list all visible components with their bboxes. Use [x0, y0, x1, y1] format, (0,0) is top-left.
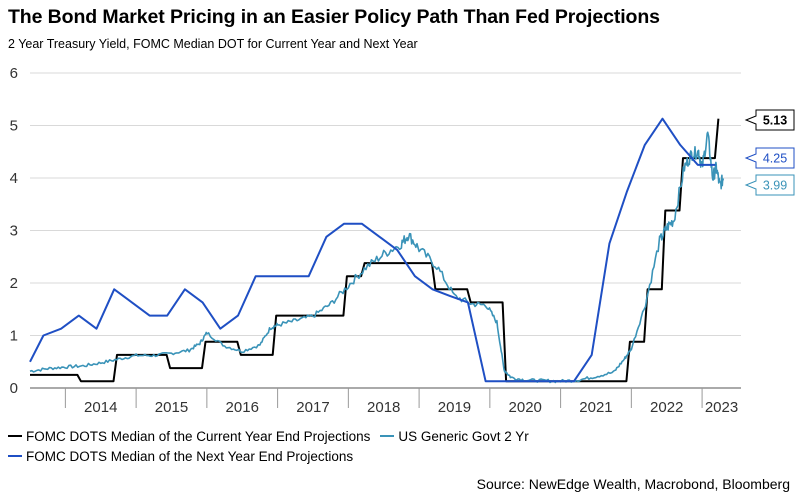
- legend-row-2: FOMC DOTS Median of the Next Year End Pr…: [8, 446, 539, 466]
- gridlines: [30, 72, 741, 336]
- current-year-dots-line: [30, 118, 720, 383]
- legend: FOMC DOTS Median of the Current Year End…: [8, 426, 539, 466]
- axes: 0 1 2 3 4 5 6 2014 2015 2016 2017 2018 2019 2020 2021 2…: [10, 65, 741, 416]
- x-tick-label-2014: 2014: [84, 399, 117, 416]
- series-lines: [29, 117, 725, 384]
- legend-row-1: FOMC DOTS Median of the Current Year End…: [8, 426, 539, 446]
- y-tick-label-3: 3: [10, 223, 18, 240]
- x-tick-label-2019: 2019: [438, 399, 471, 416]
- x-tick-label-2016: 2016: [226, 399, 259, 416]
- y-tick-label-2: 2: [10, 275, 18, 292]
- legend-label-next-year: FOMC DOTS Median of the Next Year End Pr…: [26, 448, 354, 464]
- x-tick-label-2022: 2022: [650, 399, 683, 416]
- x-tick-label-2015: 2015: [155, 399, 188, 416]
- x-tick-label-2020: 2020: [509, 399, 542, 416]
- end-label-box-5.13: [744, 109, 795, 131]
- legend-swatch-current-year: [8, 435, 22, 437]
- legend-label-current-year: FOMC DOTS Median of the Current Year End…: [26, 428, 371, 444]
- x-tick-label-2017: 2017: [296, 399, 329, 416]
- end-label-box-3.99: [744, 174, 795, 196]
- y-tick-label-0: 0: [10, 380, 18, 397]
- chart-subtitle: 2 Year Treasury Yield, FOMC Median DOT f…: [8, 37, 418, 51]
- next-year-dots-line: [29, 117, 716, 383]
- x-tick-label-2021: 2021: [579, 399, 612, 416]
- legend-item-current-year: FOMC DOTS Median of the Current Year End…: [8, 429, 370, 444]
- x-tick-label-2023: 2023: [705, 399, 738, 416]
- legend-swatch-2yr: [380, 435, 395, 437]
- y-tick-label-6: 6: [10, 65, 18, 82]
- legend-item-2yr: US Generic Govt 2 Yr: [380, 428, 529, 444]
- source-note: Source: NewEdge Wealth, Macrobond, Bloom…: [476, 476, 790, 492]
- end-value-labels: 5.13 4.25 3.99: [744, 109, 795, 196]
- end-label-value-5.13: 5.13: [763, 114, 787, 128]
- y-tick-label-1: 1: [10, 328, 18, 345]
- legend-label-2yr: US Generic Govt 2 Yr: [398, 428, 529, 444]
- legend-item-next-year: FOMC DOTS Median of the Next Year End Pr…: [8, 449, 353, 464]
- end-label-value-3.99: 3.99: [763, 179, 787, 193]
- legend-swatch-next-year: [8, 455, 22, 457]
- end-label-box-4.25: [744, 147, 795, 169]
- end-label-value-4.25: 4.25: [763, 152, 787, 166]
- y-tick-label-5: 5: [10, 118, 18, 135]
- y-tick-label-4: 4: [10, 170, 18, 187]
- two-year-yield-line: [29, 131, 725, 384]
- x-tick-label-2018: 2018: [367, 399, 400, 416]
- chart-title: The Bond Market Pricing in an Easier Pol…: [8, 6, 660, 28]
